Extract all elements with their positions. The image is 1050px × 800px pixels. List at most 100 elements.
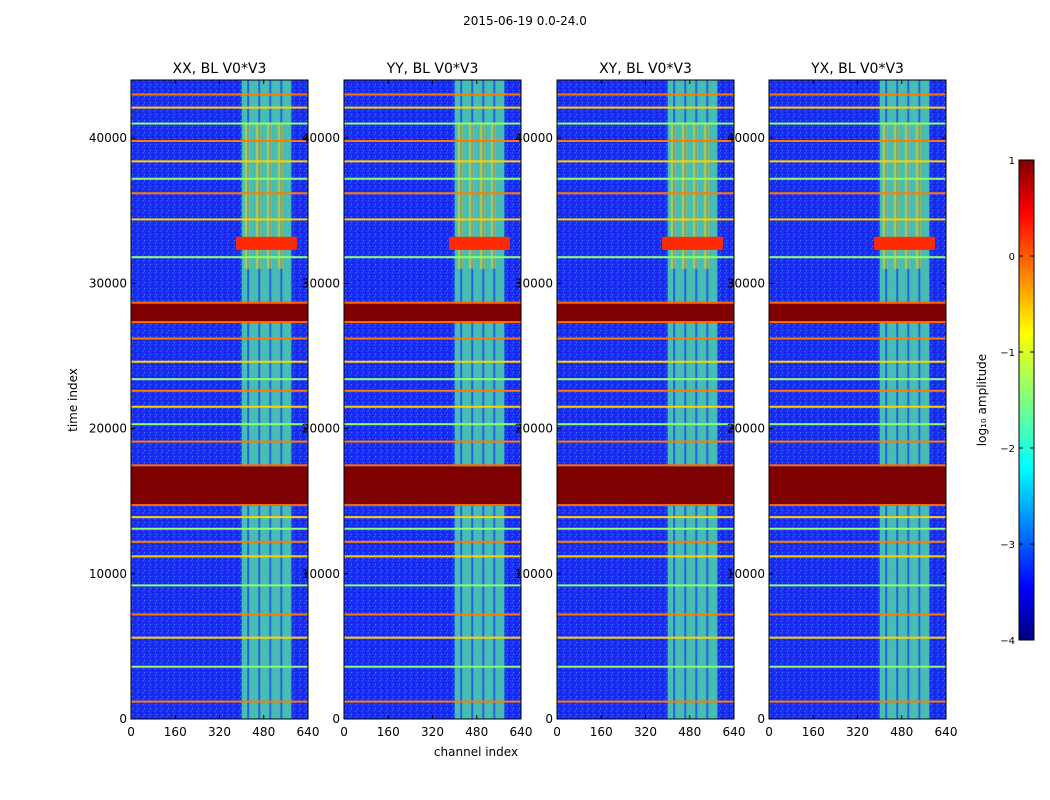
rfi-row bbox=[344, 665, 521, 668]
rfi-row bbox=[344, 584, 521, 587]
y-tick-label: 40000 bbox=[89, 131, 127, 145]
x-tick-label: 320 bbox=[421, 725, 444, 739]
rfi-row bbox=[557, 516, 734, 519]
bright-patch bbox=[681, 123, 687, 269]
rfi-row bbox=[344, 122, 521, 125]
rfi-row bbox=[344, 256, 521, 259]
strong-rfi-band bbox=[449, 236, 510, 250]
x-tick-label: 480 bbox=[252, 725, 275, 739]
rfi-row bbox=[557, 423, 734, 426]
rfi-row bbox=[344, 378, 521, 381]
rfi-row bbox=[131, 139, 308, 142]
rfi-row bbox=[344, 423, 521, 426]
saturated-band bbox=[769, 466, 946, 505]
y-tick-label: 0 bbox=[757, 712, 765, 726]
band-edge bbox=[557, 504, 734, 507]
y-tick-label: 30000 bbox=[302, 276, 340, 290]
panel-title: YX, BL V0*V3 bbox=[810, 61, 904, 77]
rfi-row bbox=[344, 337, 521, 340]
y-tick-label: 30000 bbox=[727, 276, 765, 290]
rfi-row bbox=[131, 636, 308, 639]
channel-gap bbox=[280, 80, 283, 719]
x-tick-label: 480 bbox=[465, 725, 488, 739]
rfi-row bbox=[769, 93, 946, 96]
rfi-row bbox=[769, 378, 946, 381]
y-tick-label: 30000 bbox=[515, 276, 553, 290]
rfi-row bbox=[769, 256, 946, 259]
panel-title: XY, BL V0*V3 bbox=[599, 61, 692, 77]
rfi-row bbox=[131, 584, 308, 587]
rfi-row bbox=[769, 106, 946, 109]
band-edge bbox=[769, 464, 946, 467]
y-tick-label: 40000 bbox=[515, 131, 553, 145]
rfi-row bbox=[557, 555, 734, 558]
channel-gap bbox=[896, 80, 899, 719]
y-tick-label: 10000 bbox=[515, 567, 553, 581]
rfi-row bbox=[131, 700, 308, 703]
band-edge bbox=[344, 321, 521, 324]
bright-patch bbox=[255, 123, 261, 269]
rfi-row bbox=[131, 405, 308, 408]
rfi-row bbox=[769, 389, 946, 392]
colorbar-gradient bbox=[1018, 159, 1035, 641]
x-tick-label: 480 bbox=[678, 725, 701, 739]
rfi-row bbox=[131, 177, 308, 180]
rfi-row bbox=[769, 665, 946, 668]
y-axis-label: time index bbox=[66, 368, 80, 432]
saturated-band bbox=[344, 466, 521, 505]
saturated-band bbox=[131, 466, 308, 505]
bright-patch bbox=[692, 123, 698, 269]
rfi-row bbox=[769, 192, 946, 195]
y-tick-label: 20000 bbox=[302, 422, 340, 436]
rfi-row bbox=[769, 122, 946, 125]
bright-patch bbox=[893, 123, 899, 269]
rfi-row bbox=[557, 337, 734, 340]
channel-gap bbox=[673, 80, 676, 719]
rfi-row bbox=[557, 360, 734, 363]
rfi-row bbox=[769, 527, 946, 530]
y-tick-label: 0 bbox=[119, 712, 127, 726]
rfi-row bbox=[344, 527, 521, 530]
rfi-row bbox=[131, 540, 308, 543]
rfi-row bbox=[769, 584, 946, 587]
bright-patch bbox=[457, 123, 463, 269]
rfi-row bbox=[131, 93, 308, 96]
rfi-row bbox=[557, 700, 734, 703]
x-tick-label: 160 bbox=[802, 725, 825, 739]
saturated-band bbox=[131, 303, 308, 322]
panel-3: XY, BL V0*V3 0 160 320 480 640 0 10000 20000 3000… bbox=[515, 61, 746, 739]
rfi-row bbox=[557, 139, 734, 142]
x-tick-label: 160 bbox=[164, 725, 187, 739]
saturated-band bbox=[557, 303, 734, 322]
strong-rfi-band bbox=[662, 236, 723, 250]
rfi-row bbox=[557, 378, 734, 381]
rfi-row bbox=[769, 613, 946, 616]
channel-gap bbox=[493, 80, 496, 719]
y-tick-label: 0 bbox=[332, 712, 340, 726]
rfi-row bbox=[557, 440, 734, 443]
x-tick-label: 160 bbox=[377, 725, 400, 739]
rfi-row bbox=[131, 192, 308, 195]
rfi-row bbox=[344, 192, 521, 195]
y-tick-label: 20000 bbox=[515, 422, 553, 436]
rfi-row bbox=[769, 636, 946, 639]
rfi-row bbox=[769, 177, 946, 180]
rfi-row bbox=[769, 700, 946, 703]
rfi-row bbox=[557, 613, 734, 616]
rfi-row bbox=[557, 177, 734, 180]
rfi-row bbox=[131, 218, 308, 221]
panel-2: YY, BL V0*V3 0 160 320 480 640 0 10000 20000 3000… bbox=[302, 61, 533, 739]
bright-channel-block bbox=[667, 80, 718, 719]
rfi-row bbox=[131, 389, 308, 392]
colorbar-label: log₁₀ amplitude bbox=[975, 354, 989, 446]
band-edge bbox=[557, 464, 734, 467]
rfi-row bbox=[344, 93, 521, 96]
colorbar-tick-label: −4 bbox=[1000, 636, 1015, 647]
colorbar-tick-label: −1 bbox=[1000, 348, 1015, 359]
rfi-row bbox=[557, 192, 734, 195]
x-tick-label: 0 bbox=[127, 725, 135, 739]
channel-gap bbox=[706, 80, 709, 719]
channel-gap bbox=[460, 80, 463, 719]
band-edge bbox=[131, 301, 308, 304]
rfi-row bbox=[344, 540, 521, 543]
